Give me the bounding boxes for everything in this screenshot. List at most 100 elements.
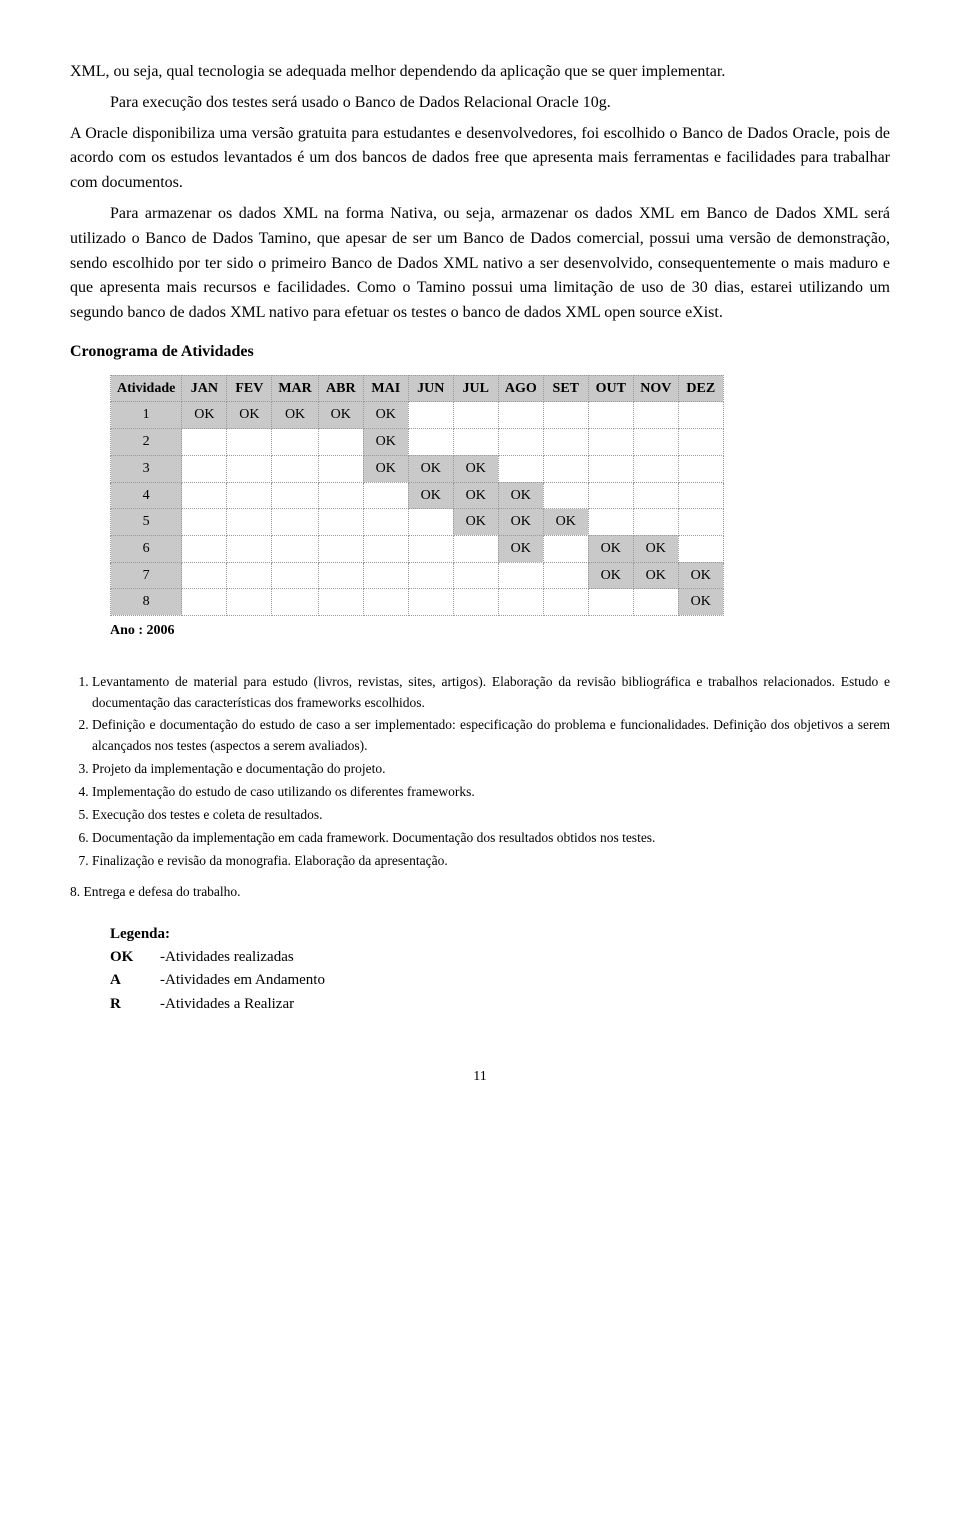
table-row-id: 8	[111, 589, 182, 616]
activity-list-item: Implementação do estudo de caso utilizan…	[92, 782, 890, 803]
table-row-id: 2	[111, 429, 182, 456]
table-cell: OK	[588, 562, 633, 589]
table-cell	[588, 482, 633, 509]
table-header-month: AGO	[498, 375, 543, 402]
activity-list-item: Projeto da implementação e documentação …	[92, 759, 890, 780]
table-cell	[227, 562, 272, 589]
table-cell	[227, 509, 272, 536]
table-cell	[363, 562, 408, 589]
table-cell: OK	[498, 535, 543, 562]
table-cell	[678, 509, 723, 536]
table-cell	[227, 455, 272, 482]
table-cell	[182, 482, 227, 509]
table-cell: OK	[227, 402, 272, 429]
table-cell	[633, 589, 678, 616]
table-cell	[363, 589, 408, 616]
table-cell	[182, 429, 227, 456]
legenda-row: A-Atividades em Andamento	[110, 969, 890, 992]
table-cell: OK	[453, 482, 498, 509]
table-cell	[588, 429, 633, 456]
table-row-id: 6	[111, 535, 182, 562]
activity-list-item: Levantamento de material para estudo (li…	[92, 672, 890, 714]
table-header-month: NOV	[633, 375, 678, 402]
table-header-month: MAR	[272, 375, 318, 402]
table-header-month: FEV	[227, 375, 272, 402]
table-cell	[633, 455, 678, 482]
table-cell	[588, 455, 633, 482]
table-cell	[408, 429, 453, 456]
table-cell	[318, 455, 363, 482]
table-cell	[543, 589, 588, 616]
table-cell	[363, 509, 408, 536]
legenda-title: Legenda:	[110, 923, 890, 946]
table-row: 1OKOKOKOKOK	[111, 402, 724, 429]
table-cell	[498, 589, 543, 616]
legenda-desc: -Atividades em Andamento	[160, 969, 325, 992]
table-cell	[453, 402, 498, 429]
table-cell: OK	[453, 509, 498, 536]
table-cell	[498, 429, 543, 456]
table-cell: OK	[588, 535, 633, 562]
legenda-row: OK-Atividades realizadas	[110, 946, 890, 969]
table-cell: OK	[408, 455, 453, 482]
table-cell	[272, 482, 318, 509]
table-cell	[678, 535, 723, 562]
table-row: 3OKOKOK	[111, 455, 724, 482]
table-cell	[182, 562, 227, 589]
table-cell	[363, 535, 408, 562]
table-cell	[182, 509, 227, 536]
activity-item-8: 8. Entrega e defesa do trabalho.	[70, 882, 890, 903]
table-row: 8OK	[111, 589, 724, 616]
table-header-month: DEZ	[678, 375, 723, 402]
legenda-key: A	[110, 969, 160, 992]
table-cell	[498, 455, 543, 482]
table-cell: OK	[182, 402, 227, 429]
table-row-id: 3	[111, 455, 182, 482]
table-header-month: ABR	[318, 375, 363, 402]
table-cell: OK	[633, 562, 678, 589]
page-number: 11	[70, 1066, 890, 1088]
ano-label: Ano : 2006	[110, 620, 890, 642]
table-cell	[363, 482, 408, 509]
table-cell	[633, 509, 678, 536]
table-cell: OK	[363, 429, 408, 456]
legenda-key: R	[110, 993, 160, 1016]
table-cell	[633, 402, 678, 429]
table-cell	[408, 562, 453, 589]
table-header-month: SET	[543, 375, 588, 402]
table-header-month: JUL	[453, 375, 498, 402]
table-cell	[272, 589, 318, 616]
table-cell: OK	[318, 402, 363, 429]
table-cell: OK	[272, 402, 318, 429]
section-heading-cronograma: Cronograma de Atividades	[70, 340, 890, 365]
table-cell	[678, 455, 723, 482]
table-cell	[678, 482, 723, 509]
activity-list-item: Documentação da implementação em cada fr…	[92, 828, 890, 849]
table-cell	[453, 589, 498, 616]
paragraph-1: XML, ou seja, qual tecnologia se adequad…	[70, 60, 890, 85]
cronograma-table-wrap: AtividadeJANFEVMARABRMAIJUNJULAGOSETOUTN…	[110, 375, 890, 616]
table-cell	[318, 589, 363, 616]
table-row-id: 7	[111, 562, 182, 589]
table-cell	[543, 562, 588, 589]
table-cell	[543, 429, 588, 456]
table-cell	[227, 429, 272, 456]
table-header-month: OUT	[588, 375, 633, 402]
table-cell	[318, 482, 363, 509]
legenda-desc: -Atividades realizadas	[160, 946, 294, 969]
table-cell	[227, 589, 272, 616]
table-cell	[408, 535, 453, 562]
table-cell	[408, 509, 453, 536]
table-cell	[408, 402, 453, 429]
table-cell	[272, 429, 318, 456]
table-header-month: MAI	[363, 375, 408, 402]
table-row: 7OKOKOK	[111, 562, 724, 589]
table-cell: OK	[408, 482, 453, 509]
table-cell	[498, 402, 543, 429]
table-cell	[633, 429, 678, 456]
table-cell	[318, 509, 363, 536]
activity-list-item: Definição e documentação do estudo de ca…	[92, 715, 890, 757]
table-cell: OK	[543, 509, 588, 536]
legenda-key: OK	[110, 946, 160, 969]
table-row: 5OKOKOK	[111, 509, 724, 536]
